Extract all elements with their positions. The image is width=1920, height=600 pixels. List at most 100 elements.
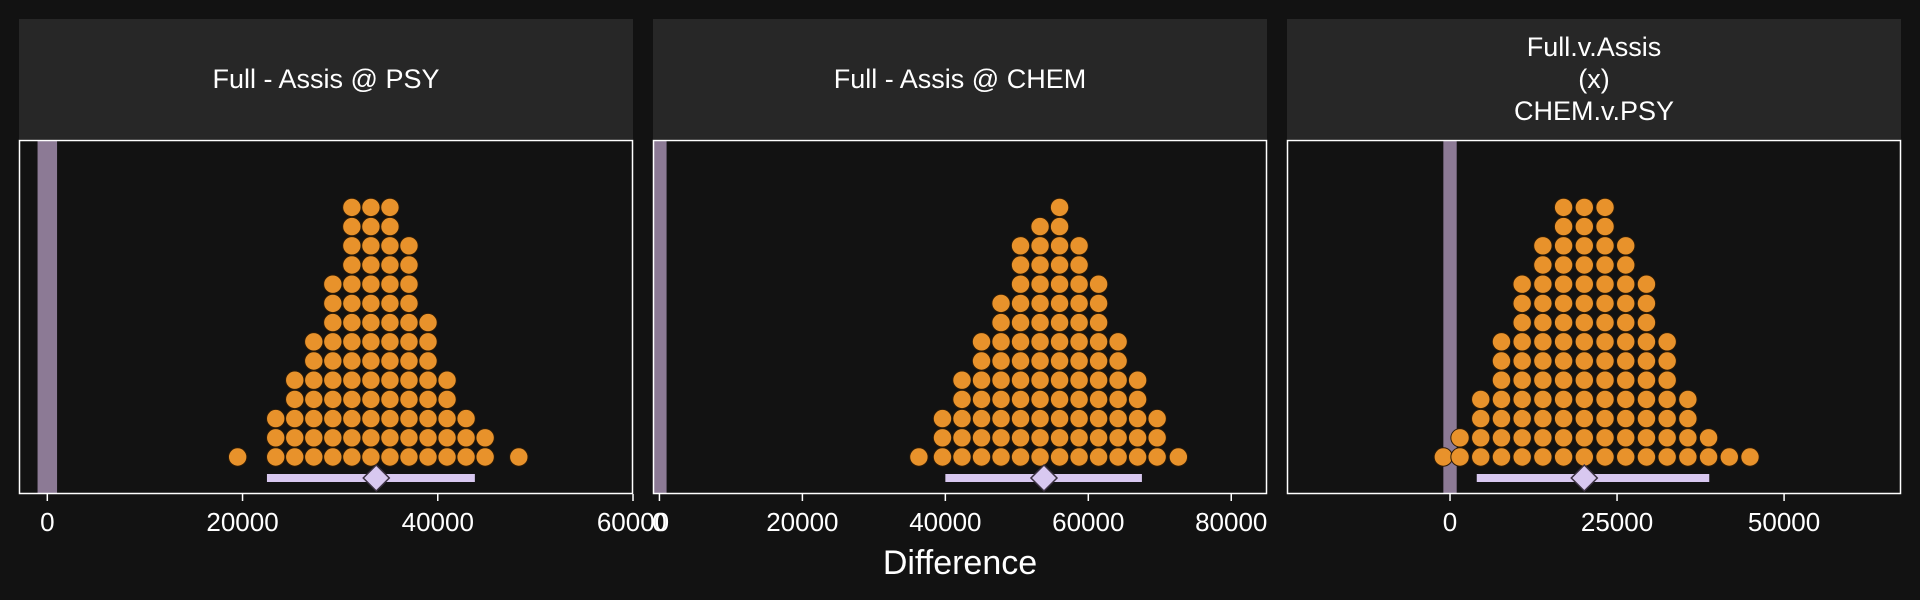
dot-point xyxy=(1533,447,1553,467)
dot-point xyxy=(380,428,400,448)
dot-point xyxy=(1657,351,1677,371)
x-tick-label: 25000 xyxy=(1581,507,1653,537)
dot-point xyxy=(380,216,400,237)
dot-point xyxy=(1595,236,1615,256)
dot-point xyxy=(399,332,419,352)
dot-point xyxy=(399,274,419,294)
dot-point xyxy=(1553,447,1574,467)
dot-point xyxy=(1088,408,1109,429)
dot-point xyxy=(1678,447,1698,467)
dot-point xyxy=(1108,447,1128,467)
dot-point xyxy=(1553,255,1574,275)
dot-point xyxy=(380,370,400,390)
dot-point xyxy=(475,428,495,448)
dot-point xyxy=(1636,293,1657,314)
x-tick-label: 40000 xyxy=(402,507,474,537)
dot-point xyxy=(361,447,381,467)
dot-point xyxy=(1491,408,1512,429)
dot-point xyxy=(1616,408,1636,429)
dot-point xyxy=(1595,370,1615,390)
dot-point xyxy=(266,447,286,467)
dot-point xyxy=(304,389,324,410)
facet-title: Full.v.Assis (x) CHEM.v.PSY xyxy=(1514,32,1674,126)
dot-point xyxy=(1491,351,1512,371)
facet-title: Full - Assis @ CHEM xyxy=(834,64,1086,94)
dot-point xyxy=(1616,447,1636,467)
dot-point xyxy=(1574,428,1595,448)
dot-point xyxy=(1030,408,1050,429)
point-estimate xyxy=(1570,463,1599,493)
dot-point xyxy=(1049,428,1070,448)
dot-point xyxy=(342,389,362,410)
dot-point xyxy=(932,428,953,448)
dot-point xyxy=(1595,447,1615,467)
dot-point xyxy=(1030,370,1050,390)
dot-point xyxy=(1069,312,1089,333)
dot-point xyxy=(1533,293,1553,314)
dot-point xyxy=(1636,447,1657,467)
dot-point xyxy=(456,447,476,467)
dot-point xyxy=(1533,408,1553,429)
dot-point xyxy=(266,408,286,429)
dot-point xyxy=(342,370,362,390)
dot-point xyxy=(1010,293,1031,314)
dot-point xyxy=(456,408,476,429)
dot-point xyxy=(342,216,362,237)
dot-point xyxy=(361,274,381,294)
dot-point xyxy=(323,389,343,410)
point-estimate xyxy=(1029,463,1059,493)
dot-point xyxy=(991,332,1011,352)
dot-point xyxy=(1553,236,1574,256)
dot-point xyxy=(1553,332,1574,352)
dot-point xyxy=(380,312,400,333)
dot-point xyxy=(380,408,400,429)
dot-point xyxy=(1574,370,1595,390)
dot-point xyxy=(323,274,343,294)
dot-point xyxy=(1088,428,1109,448)
dot-point xyxy=(323,351,343,371)
dot-point xyxy=(1616,312,1636,333)
dot-point xyxy=(1010,351,1031,371)
dot-point xyxy=(342,293,362,314)
dot-point xyxy=(971,332,992,352)
dot-point xyxy=(1010,332,1031,352)
dot-point xyxy=(1491,389,1512,410)
facet-strip xyxy=(653,19,1267,139)
dot-point xyxy=(342,274,362,294)
dot-point xyxy=(1616,274,1636,294)
dot-point xyxy=(304,370,324,390)
dot-point xyxy=(1127,370,1148,390)
dot-point xyxy=(932,408,953,429)
dot-point xyxy=(456,428,476,448)
dot-point xyxy=(475,447,495,467)
dot-point xyxy=(1088,351,1109,371)
dot-point xyxy=(437,428,457,448)
dot-point xyxy=(1108,389,1128,410)
dot-point xyxy=(1574,255,1595,275)
dot-point xyxy=(304,332,324,352)
dot-point xyxy=(1491,370,1512,390)
dot-point xyxy=(437,389,457,410)
dot-point xyxy=(1088,312,1109,333)
dot-point xyxy=(304,447,324,467)
rope-band xyxy=(1443,140,1457,494)
dot-point xyxy=(1595,197,1615,218)
dot-point xyxy=(1553,293,1574,314)
dot-point xyxy=(399,293,419,314)
dot-point xyxy=(1471,447,1491,467)
dot-point xyxy=(1069,447,1089,467)
facet-strip xyxy=(19,19,633,139)
dot-point xyxy=(1069,236,1089,256)
dot-point xyxy=(1491,428,1512,448)
facet-title-line: (x) xyxy=(1578,64,1609,94)
dot-point xyxy=(1533,236,1553,256)
dot-point xyxy=(1088,370,1109,390)
dot-point xyxy=(1168,447,1189,467)
dot-point xyxy=(1678,428,1698,448)
dot-point xyxy=(1471,389,1491,410)
dot-point xyxy=(1030,255,1050,275)
dot-point xyxy=(1512,351,1532,371)
dot-point xyxy=(1127,428,1148,448)
dot-point xyxy=(1533,428,1553,448)
dot-point xyxy=(361,312,381,333)
